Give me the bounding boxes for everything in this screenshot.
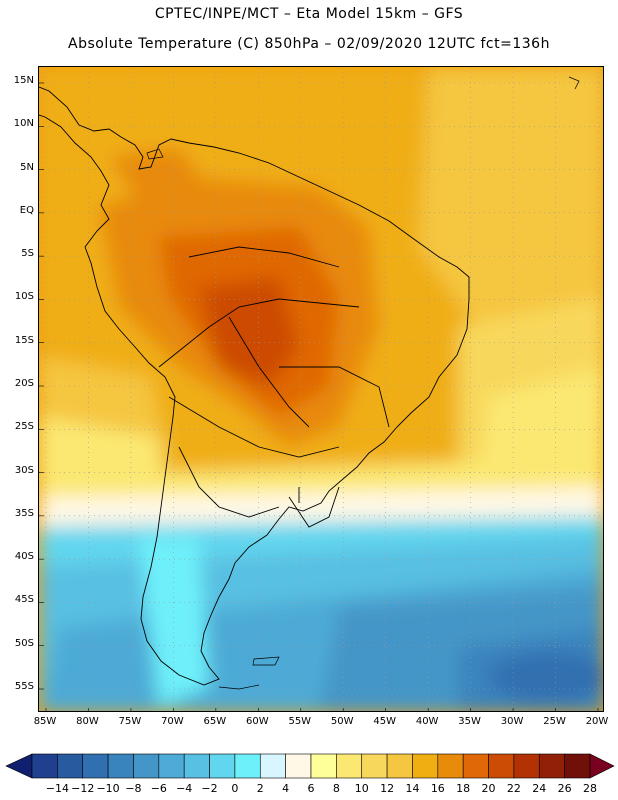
map-canvas: [39, 67, 603, 711]
colorbar-swatch: [336, 753, 363, 779]
colorbar-tick-label: 14: [405, 782, 420, 795]
colorbar-tick-label: 4: [282, 782, 290, 795]
colorbar-swatch: [488, 753, 515, 779]
colorbar-swatch: [462, 753, 489, 779]
colorbar-swatch: [57, 753, 84, 779]
colorbar-tick-label: 20: [481, 782, 496, 795]
lat-label: 30S: [14, 464, 34, 476]
colorbar-under-arrow: [5, 753, 33, 779]
colorbar-swatch: [31, 753, 58, 779]
lat-label: 5N: [20, 161, 34, 173]
colorbar-swatch: [209, 753, 236, 779]
colorbar-tick-label: −2: [201, 782, 218, 795]
lat-label: 45S: [14, 594, 34, 606]
colorbar-tick-label: 0: [231, 782, 239, 795]
map-title-line-2: Absolute Temperature (C) 850hPa – 02/09/…: [68, 36, 550, 52]
lat-label: 55S: [14, 681, 34, 692]
colorbar-swatch: [158, 753, 185, 779]
colorbar-tick-label: −8: [125, 782, 142, 795]
lat-label: EQ: [19, 204, 34, 216]
colorbar-swatch: [412, 753, 439, 779]
colorbar-tick-label: −12: [71, 782, 95, 795]
temperature-map: [38, 66, 604, 712]
lon-label: 25W: [543, 716, 566, 727]
lon-label: 85W: [33, 716, 57, 727]
temperature-field: [39, 67, 603, 711]
colorbar-swatch: [82, 753, 109, 779]
lat-label: 35S: [14, 507, 34, 519]
colorbar-tick-label: 24: [532, 782, 547, 795]
lat-label: 10S: [14, 291, 34, 303]
lon-label: 70W: [161, 716, 184, 727]
lon-label: 80W: [76, 716, 99, 727]
lon-label: 60W: [245, 716, 269, 727]
colorbar-tick-label: 8: [332, 782, 340, 795]
lat-label: 10N: [13, 118, 34, 130]
lon-label: 20W: [585, 716, 609, 727]
colorbar-swatch: [361, 753, 388, 779]
lat-label: 40S: [14, 551, 34, 563]
colorbar-tick-label: 16: [430, 782, 445, 795]
lon-label: 50W: [330, 716, 354, 727]
colorbar-tick-label: 6: [307, 782, 315, 795]
colorbar-swatch: [234, 753, 261, 779]
colorbar-tick-label: −14: [45, 782, 69, 795]
lon-label: 45W: [373, 716, 396, 727]
colorbar-tick-label: 12: [380, 782, 395, 795]
lon-label: 35W: [458, 716, 481, 727]
colorbar-swatch: [183, 753, 210, 779]
colorbar-swatch: [386, 753, 413, 779]
colorbar-tick-label: −10: [96, 782, 120, 795]
colorbar-swatch: [437, 753, 464, 779]
colorbar-over-arrow: [589, 753, 615, 779]
lon-label: 40W: [415, 716, 439, 727]
colorbar-tick-label: 2: [256, 782, 264, 795]
lat-label: 25S: [14, 421, 34, 433]
temperature-colorbar: [5, 753, 615, 779]
coastlines: [39, 86, 470, 686]
colorbar-tick-label: 18: [456, 782, 471, 795]
lon-label: 55W: [288, 716, 312, 727]
lat-label: 50S: [14, 637, 34, 649]
lat-label: 5S: [21, 248, 34, 260]
colorbar-tick-label: 28: [583, 782, 597, 795]
colorbar-swatch: [107, 753, 134, 779]
colorbar-tick-label: −4: [176, 782, 193, 795]
map-gridlines: [39, 67, 603, 711]
colorbar-swatch: [310, 753, 337, 779]
lat-label: 20S: [14, 378, 34, 389]
colorbar-swatch: [285, 753, 312, 779]
colorbar-swatch: [564, 753, 591, 779]
colorbar-tick-label: 22: [506, 782, 521, 795]
colorbar-swatch: [133, 753, 160, 779]
lon-label: 65W: [203, 716, 227, 727]
lat-label: 15N: [13, 75, 34, 86]
islands: [146, 76, 580, 690]
colorbar-swatch: [513, 753, 540, 779]
colorbar-swatch: [538, 753, 565, 779]
colorbar-tick-label: −6: [150, 782, 167, 795]
colorbar-swatch: [259, 753, 286, 779]
lat-label: 15S: [14, 334, 34, 346]
colorbar-tick-label: 10: [354, 782, 369, 795]
lon-label: 30W: [500, 716, 524, 727]
colorbar-tick-label: 26: [557, 782, 572, 795]
map-title-line-1: CPTEC/INPE/MCT – Eta Model 15km – GFS: [154, 6, 464, 22]
lon-label: 75W: [118, 716, 142, 727]
